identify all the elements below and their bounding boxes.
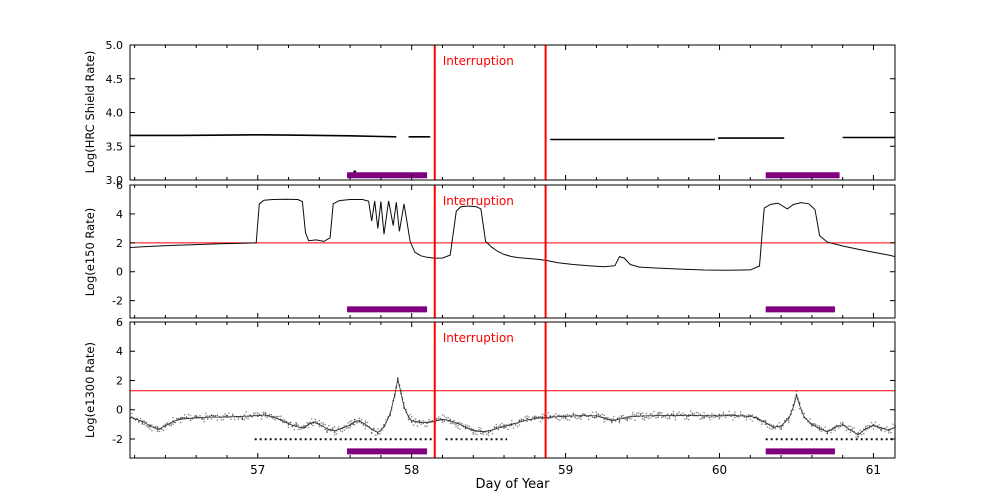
y-tick-label: 4.5: [106, 73, 124, 86]
panel-border-1: [129, 184, 896, 319]
e150-rate-line: [129, 198, 896, 271]
y-tick-label: 6: [116, 316, 123, 329]
x-tick-label: 58: [404, 463, 419, 477]
x-tick-label: 61: [866, 463, 881, 477]
y-axis-label-hrc-shield: Log(HRC Shield Rate): [83, 50, 97, 174]
y-axis-label-e150: Log(e150 Rate): [83, 207, 97, 297]
y-tick-label: -2: [112, 433, 123, 446]
panel-2: Interruption 57 58 59 60 61 6 4 2 0 -2: [112, 316, 896, 477]
hrc-shield-rate-line: [130, 133, 397, 138]
y-tick-label: 5.0: [106, 39, 124, 52]
panel-0: Interruption 5.0 4.5 4.0 3.5 3.0: [106, 39, 896, 187]
x-tick-label: 60: [712, 463, 727, 477]
interruption-label-0: Interruption: [443, 54, 514, 68]
y-axis-label-e1300: Log(e1300 Rate): [83, 342, 97, 438]
x-tick-label: 59: [558, 463, 573, 477]
panel-1: Interruption 6 4 2 0 -2: [112, 179, 896, 319]
y-tick-label: 4: [116, 208, 123, 221]
e1300-rate-line: [129, 378, 896, 436]
interruption-label-2: Interruption: [443, 331, 514, 345]
y-tick-label: 3.0: [106, 174, 124, 187]
y-tick-label: -2: [112, 295, 123, 308]
x-tick-label: 57: [250, 463, 265, 477]
panel-border-2: [129, 321, 896, 459]
y-tick-label: 4: [116, 345, 123, 358]
y-tick-label: 3.5: [106, 140, 124, 153]
y-tick-label: 4.0: [106, 107, 124, 120]
y-tick-label: 2: [116, 374, 123, 387]
interruption-label-1: Interruption: [443, 194, 514, 208]
x-axis-label: Day of Year: [475, 477, 550, 492]
y-tick-label: 2: [116, 237, 123, 250]
y-tick-label: 6: [116, 179, 123, 192]
y-tick-label: 0: [116, 266, 123, 279]
y-tick-label: 0: [116, 404, 123, 417]
